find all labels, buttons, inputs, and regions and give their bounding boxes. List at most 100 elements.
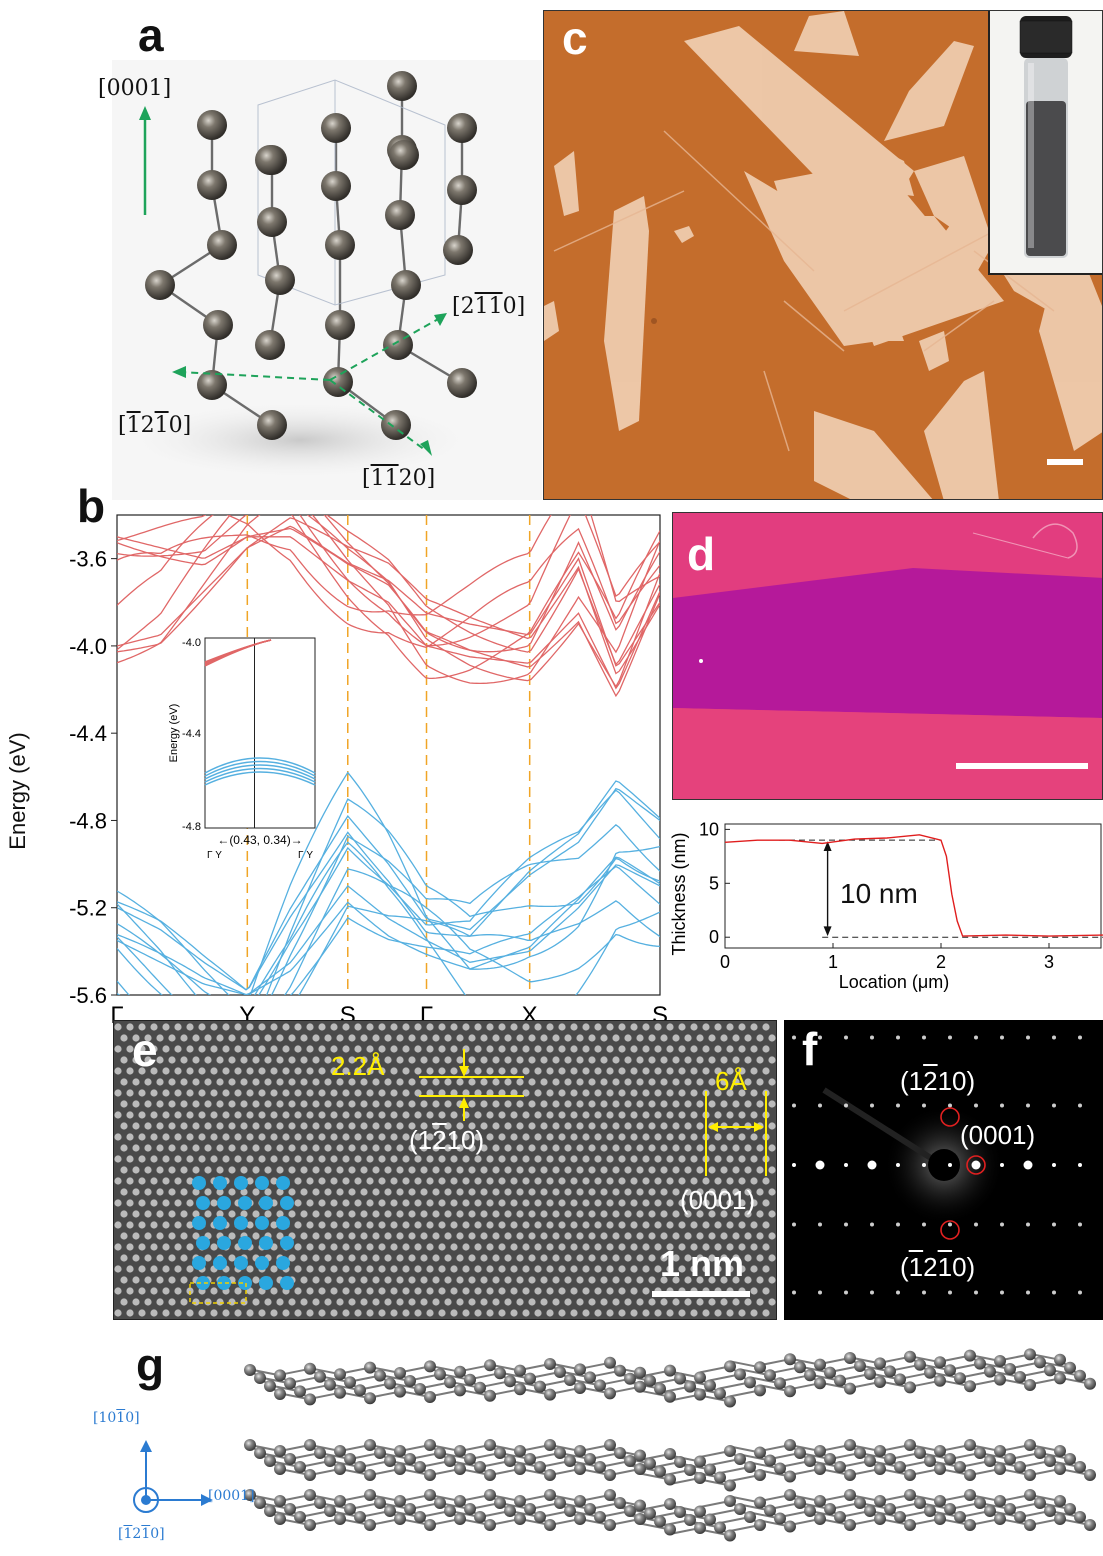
valence-band-line [117, 798, 660, 995]
atom [444, 1376, 456, 1389]
atom [524, 1453, 536, 1465]
atom [764, 1454, 776, 1467]
atom [1084, 1519, 1096, 1531]
atom [325, 230, 355, 260]
atom [724, 1495, 736, 1507]
atom [674, 1372, 686, 1385]
atom [1084, 1469, 1096, 1481]
conduction-band-line [291, 515, 660, 680]
valence-band-line [117, 868, 660, 995]
atom [874, 1495, 886, 1507]
atom [994, 1513, 1006, 1525]
atom [574, 1495, 586, 1507]
valence-band-line [117, 864, 660, 995]
valence-band-line [117, 771, 660, 995]
atom [954, 1511, 966, 1523]
atom [984, 1455, 996, 1467]
atom [203, 310, 233, 340]
atom [374, 1369, 386, 1382]
atom [474, 1381, 486, 1394]
atom [824, 1453, 836, 1465]
valence-band-line [254, 841, 660, 995]
atom-columns [114, 1023, 776, 1317]
atom [321, 113, 351, 143]
atom [794, 1497, 806, 1509]
atom [604, 1489, 616, 1501]
atom [474, 1461, 486, 1473]
atom [344, 1453, 356, 1465]
atom [874, 1463, 886, 1475]
atom [484, 1469, 496, 1481]
atom [994, 1463, 1006, 1475]
atom [444, 1455, 456, 1467]
flake-d-image [673, 513, 1102, 799]
atom [694, 1371, 706, 1384]
atom [714, 1387, 726, 1400]
atom [904, 1489, 916, 1501]
atom [284, 1377, 296, 1390]
atom [574, 1513, 586, 1525]
atom [514, 1495, 526, 1507]
atom [321, 171, 351, 201]
atom [934, 1356, 946, 1369]
atom [274, 1369, 286, 1382]
direction-2-1-1-0: [2110] [452, 294, 526, 319]
y-tick-label: -4.0 [69, 634, 107, 659]
inset-y-tick-label: -4.8 [182, 821, 201, 833]
atom [904, 1350, 916, 1363]
atom [255, 330, 285, 360]
atom [484, 1489, 496, 1501]
diffraction-pattern [784, 1020, 1103, 1320]
atom [484, 1439, 496, 1451]
atom [197, 170, 227, 200]
arrowhead-top [823, 841, 832, 851]
atom [447, 368, 477, 398]
inset-valence [204, 757, 316, 774]
panel-label-a: a [138, 9, 164, 61]
atom [544, 1439, 556, 1451]
atom [384, 1505, 396, 1517]
direction-0001: [0001] [98, 76, 172, 101]
atom [314, 1447, 326, 1459]
atom [1054, 1445, 1066, 1457]
atom [794, 1447, 806, 1459]
atom [494, 1367, 506, 1380]
spacing-label-6: 6Å [715, 1066, 747, 1096]
atom [334, 1513, 346, 1525]
atom [874, 1376, 886, 1388]
atom [724, 1479, 736, 1492]
atom [1024, 1439, 1036, 1451]
atom [265, 265, 295, 295]
atom [874, 1513, 886, 1525]
atom [964, 1380, 976, 1393]
atom [944, 1453, 956, 1465]
atom [924, 1366, 936, 1379]
inset-k-label: ←(0.43, 0.34)→ [217, 833, 302, 847]
atom [257, 207, 287, 237]
atom [197, 110, 227, 140]
atom [574, 1463, 586, 1475]
atom [464, 1373, 476, 1386]
atom [554, 1366, 566, 1378]
atom [814, 1445, 826, 1457]
spot-label-top: (1210) [900, 1066, 976, 1096]
valence-band-line [117, 823, 660, 995]
atom [464, 1453, 476, 1465]
layer-atoms [244, 1348, 1096, 1542]
atom [754, 1519, 766, 1531]
atom [964, 1489, 976, 1501]
atom [784, 1520, 796, 1533]
atom [1064, 1453, 1076, 1465]
atom [844, 1439, 856, 1451]
atom [294, 1511, 306, 1523]
atom [724, 1395, 736, 1408]
atom [384, 1377, 396, 1390]
x-tick-label: 1 [828, 952, 838, 972]
atom [454, 1495, 466, 1507]
atom [794, 1361, 806, 1374]
conduction-band-line [117, 517, 660, 675]
atom [854, 1497, 866, 1509]
atom [484, 1359, 496, 1372]
atom [1074, 1511, 1086, 1523]
atom [904, 1519, 916, 1531]
